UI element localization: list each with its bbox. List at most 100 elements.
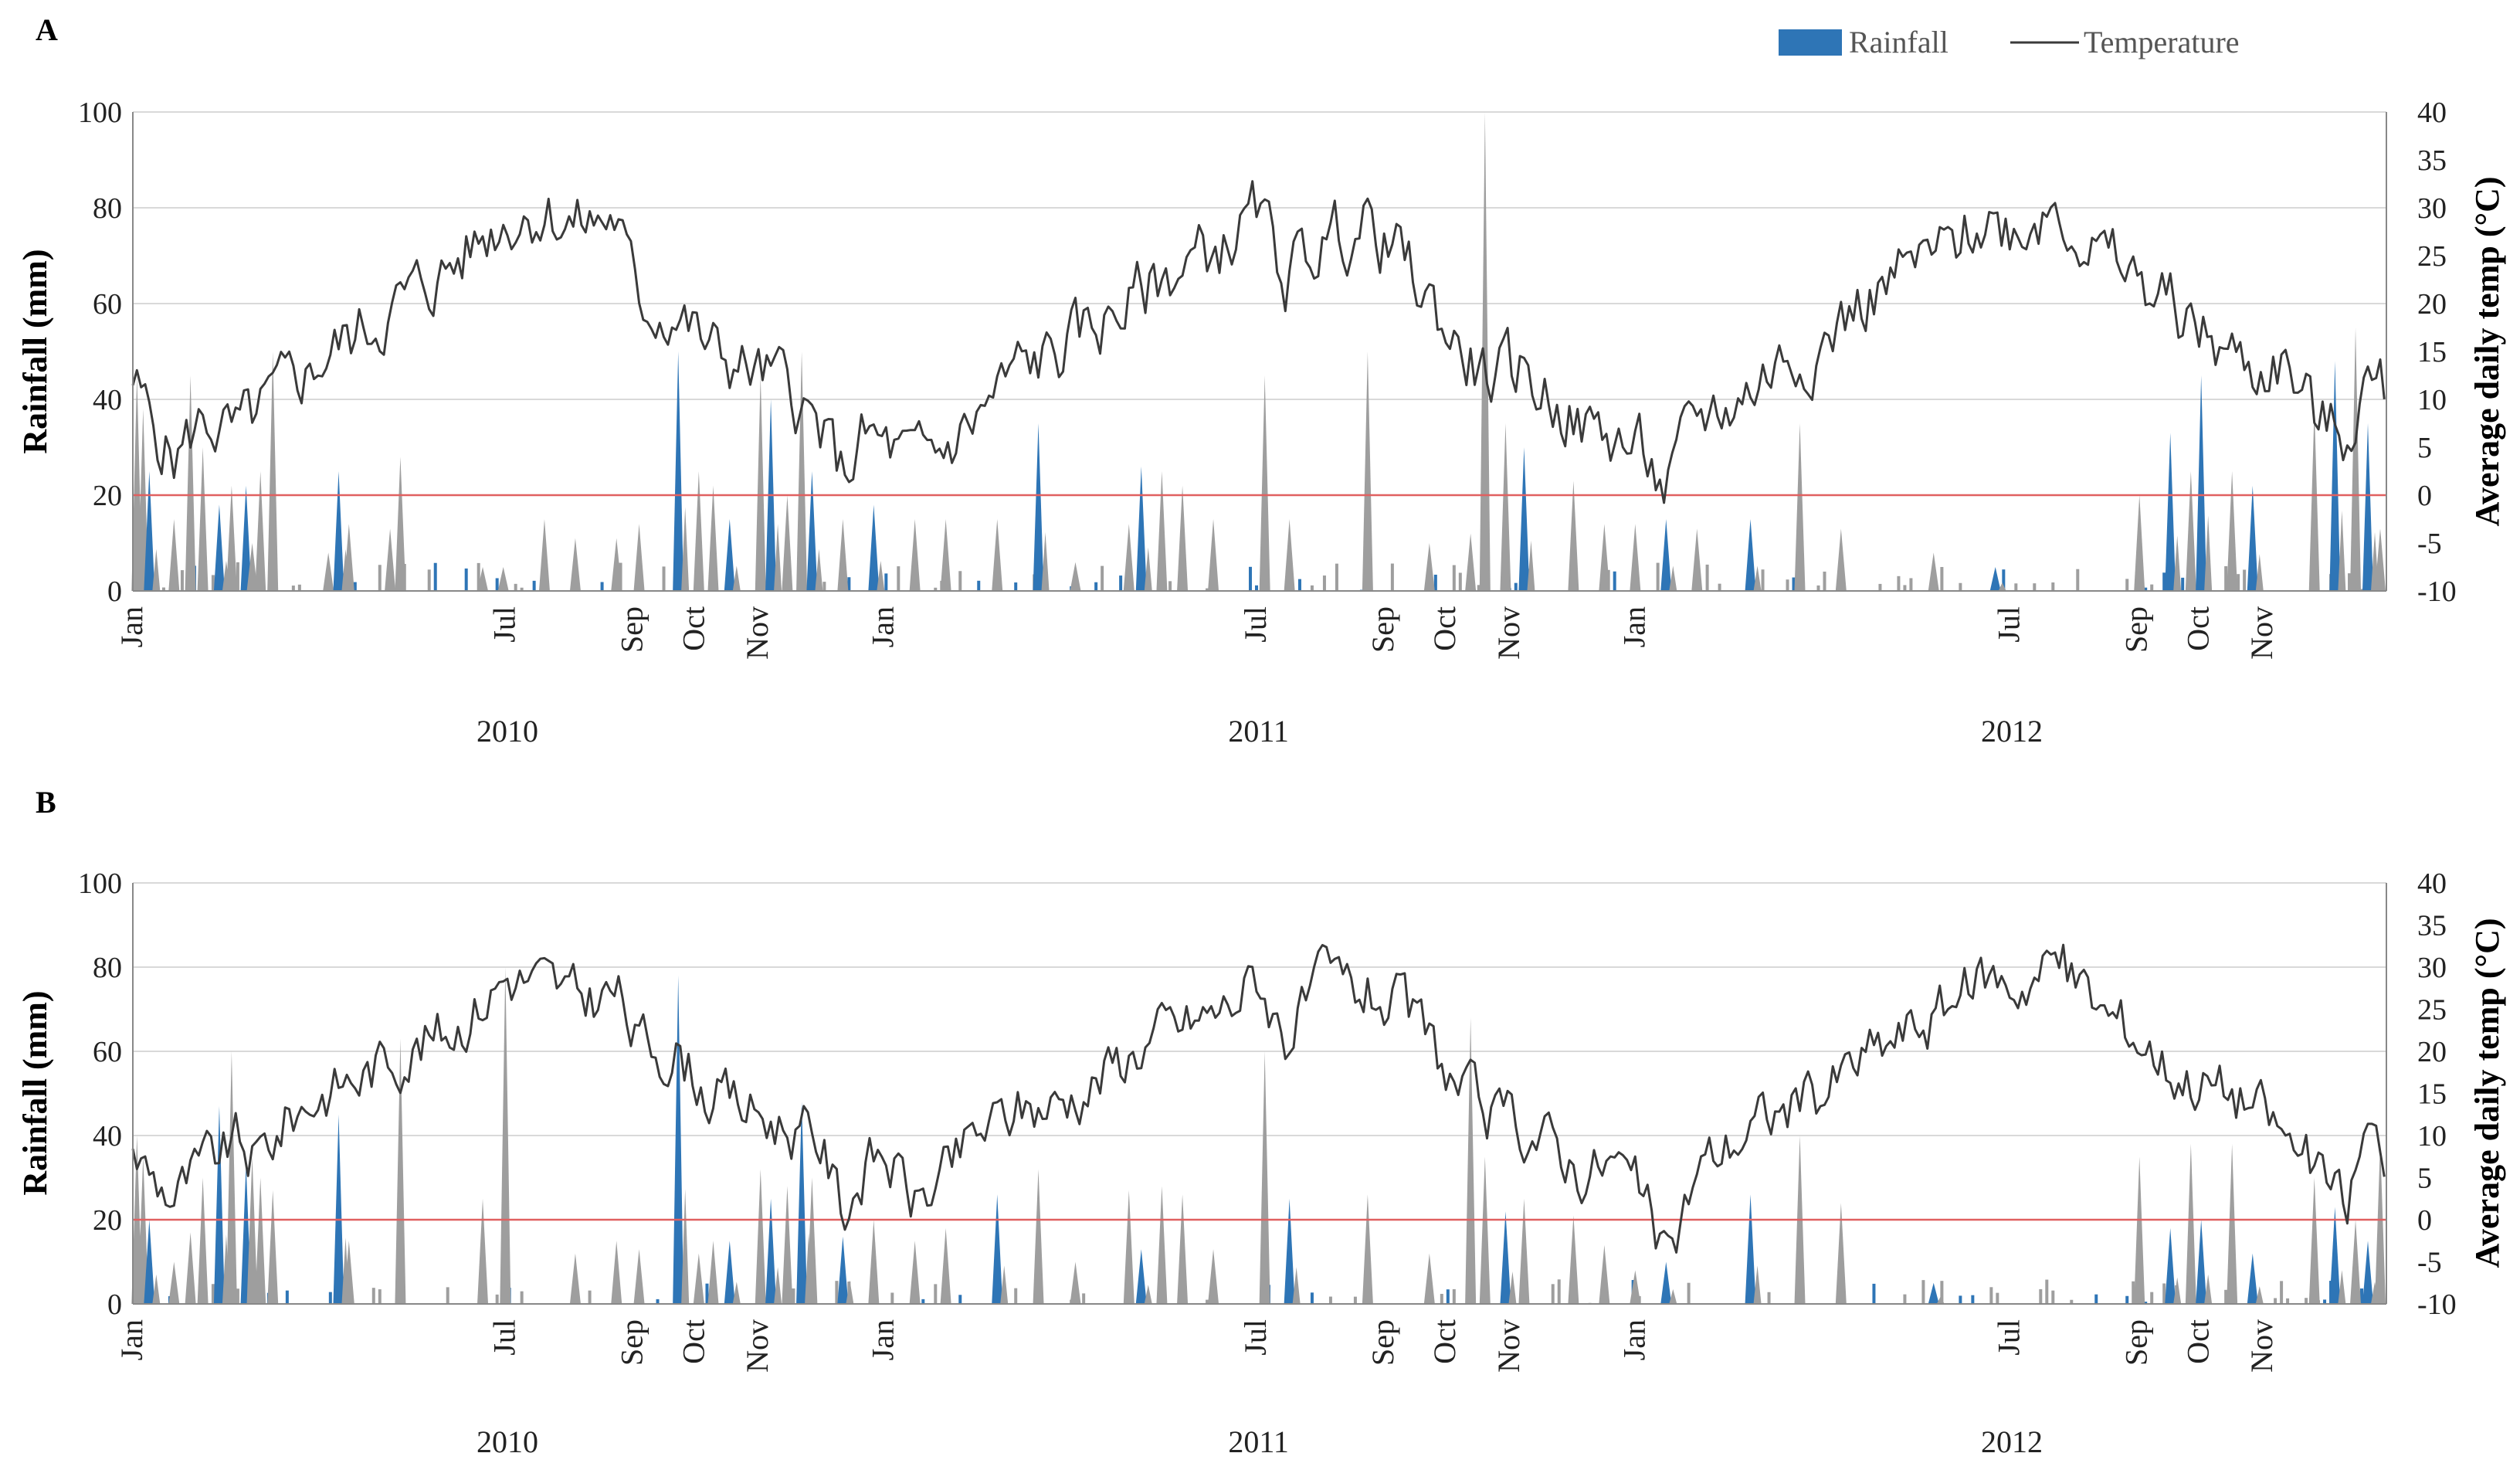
rainfall-bar	[2247, 485, 2258, 591]
rainfall-bar	[724, 1241, 735, 1304]
rainfall-bar	[1479, 1156, 1491, 1304]
rainfall-bar	[1177, 1194, 1189, 1304]
panel-b: B 0 20 40 60 80 100 -10 -5 0 5 10 15 20 25 30 35 40 Jan…	[16, 785, 2506, 1459]
rainfall-bar	[1660, 1261, 1672, 1304]
rainfall-bar	[226, 485, 237, 591]
rainfall-bar	[1568, 1215, 1579, 1304]
month-label: Jan	[866, 1319, 900, 1360]
rainfall-bar	[2247, 1253, 2258, 1304]
rainfall-bar	[693, 1253, 704, 1304]
rainfall-bar	[1557, 1279, 1561, 1304]
rainfall-bar	[385, 528, 396, 591]
right-axis-title: Average daily temp (°C)	[2468, 177, 2506, 527]
rainfall-bar	[2329, 361, 2341, 591]
rainfall-bars	[131, 967, 2386, 1304]
rainfall-bar	[1656, 562, 1660, 591]
month-label: Sep	[615, 606, 650, 653]
rainfall-bar	[1362, 351, 1373, 591]
rainfall-bar	[837, 519, 849, 591]
rainfall-bar	[514, 583, 517, 591]
rainfall-bar	[1718, 583, 1721, 591]
rainfall-bar	[693, 471, 704, 591]
rainfall-bar	[427, 569, 431, 591]
right-tick-label: 0	[2417, 1204, 2432, 1237]
year-label: 2012	[1981, 714, 2043, 749]
rainfall-bar	[1465, 1017, 1477, 1304]
rainfall-bar	[495, 578, 499, 591]
rainfall-bar	[2181, 577, 2185, 591]
rainfall-bar	[1500, 423, 1511, 591]
rainfall-bar	[1897, 575, 1901, 591]
rainfall-bar	[446, 1287, 449, 1304]
rainfall-bar	[1123, 1190, 1135, 1304]
rainfall-bar	[1989, 1287, 1993, 1304]
rainfall-bar	[837, 1236, 849, 1304]
rainfall-bar	[333, 471, 344, 591]
rainfall-bar	[2227, 1143, 2238, 1304]
month-label: Jul	[487, 1319, 521, 1356]
rainfall-bar	[815, 548, 823, 591]
rainfall-bar	[185, 375, 196, 591]
rainfall-bar	[161, 587, 165, 591]
right-tick-label: -5	[2417, 528, 2442, 560]
rainfall-bar	[2350, 1220, 2362, 1304]
rainfall-bar	[1000, 1265, 1009, 1304]
rainfall-bar	[2150, 1292, 2154, 1304]
right-tick-label: 10	[2417, 1120, 2447, 1153]
month-label: Nov	[1491, 1319, 1526, 1373]
right-axis-ticks: -10 -5 0 5 10 15 20 25 30 35 40	[2417, 867, 2457, 1321]
rainfall-bar	[1753, 565, 1762, 591]
rainfall-bar	[2134, 1156, 2145, 1304]
left-tick-label: 40	[93, 384, 122, 416]
month-label: Nov	[740, 1319, 775, 1373]
rainfall-bar	[1255, 585, 1259, 591]
rainfall-bar	[1353, 1296, 1357, 1304]
right-axis-ticks: -10 -5 0 5 10 15 20 25 30 35 40	[2417, 97, 2457, 608]
rainfall-bar	[2150, 584, 2154, 591]
rainfall-bar	[1508, 1271, 1517, 1304]
rainfall-bar	[2227, 471, 2238, 591]
rainfall-bar	[1101, 565, 1104, 591]
rainfall-bar	[1669, 1288, 1677, 1304]
rainfall-bar	[1613, 571, 1616, 591]
rainfall-bar	[909, 519, 921, 591]
rainfall-bar	[934, 587, 938, 591]
rainfall-bar	[934, 1284, 938, 1304]
rainfall-bar	[707, 1241, 719, 1304]
month-label: Jul	[1991, 1319, 2026, 1356]
rainfall-bar	[1390, 563, 1394, 591]
year-label: 2012	[1981, 1424, 2043, 1459]
rainfall-bar	[1144, 1285, 1152, 1304]
rainfall-bar	[1362, 1194, 1373, 1304]
right-tick-label: 15	[2417, 336, 2447, 368]
rainfall-bar	[2132, 1281, 2135, 1304]
rainfall-bar	[1989, 567, 2001, 591]
rainfall-bar	[1135, 1249, 1147, 1304]
rainfall-bar	[2165, 433, 2176, 591]
right-tick-label: -5	[2417, 1247, 2442, 1279]
rainfall-bar	[1259, 1051, 1270, 1304]
rainfall-bar	[1433, 574, 1437, 591]
rainfall-bar	[328, 1292, 332, 1304]
rainfall-bar	[2144, 587, 2148, 591]
rainfall-bar	[681, 507, 690, 591]
month-label: Sep	[2119, 1319, 2154, 1366]
rainfall-bar	[1794, 423, 1806, 591]
rainfall-bar	[226, 1051, 237, 1304]
rainfall-bar	[1705, 564, 1709, 591]
rainfall-bar	[333, 1114, 344, 1304]
month-label: Jan	[114, 606, 149, 647]
rainfall-bar	[2274, 1298, 2277, 1304]
rainfall-bar	[2045, 1279, 2049, 1304]
month-label: Nov	[2244, 606, 2279, 660]
rainfall-bar	[958, 1295, 962, 1304]
right-tick-label: 25	[2417, 994, 2447, 1027]
legend-temperature-label: Temperature	[2084, 25, 2240, 59]
month-label: Oct	[677, 1319, 711, 1364]
rainfall-bar	[2305, 1298, 2308, 1304]
year-label: 2011	[1228, 1424, 1289, 1459]
rainfall-bar	[765, 1198, 777, 1304]
rainfall-bar	[213, 1105, 225, 1304]
rainfall-bar	[1551, 1284, 1555, 1304]
left-axis-ticks: 0 20 40 60 80 100	[78, 97, 122, 608]
